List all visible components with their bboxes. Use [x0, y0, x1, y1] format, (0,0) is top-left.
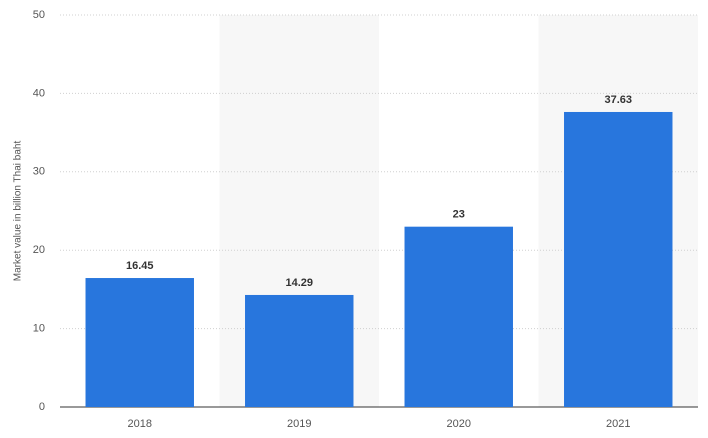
y-tick-label: 10	[33, 323, 45, 335]
data-label: 23	[453, 209, 465, 221]
bar	[564, 111, 673, 407]
y-tick-label: 30	[33, 166, 45, 178]
y-axis-title: Market value in billion Thai baht	[13, 141, 24, 282]
y-tick-label: 0	[39, 401, 45, 413]
bar	[85, 278, 194, 407]
x-tick-label: 2021	[606, 418, 630, 430]
data-label: 14.29	[285, 277, 313, 289]
x-tick-label: 2020	[447, 418, 471, 430]
bar	[404, 226, 513, 407]
x-tick-label: 2018	[128, 418, 152, 430]
bar	[245, 294, 354, 407]
x-tick-label: 2019	[287, 418, 311, 430]
data-label: 16.45	[126, 260, 154, 272]
y-tick-label: 20	[33, 244, 45, 256]
data-label: 37.63	[604, 94, 632, 106]
y-tick-label: 50	[33, 9, 45, 21]
y-tick-label: 40	[33, 87, 45, 99]
